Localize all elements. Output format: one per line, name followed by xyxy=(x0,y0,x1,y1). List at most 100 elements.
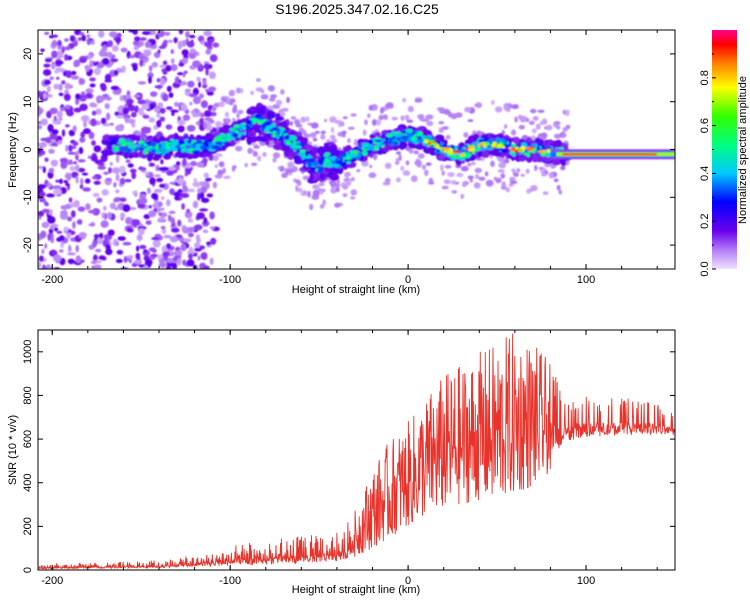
spectrogram-cell xyxy=(281,107,289,112)
spectrogram-cell xyxy=(420,118,429,122)
spectrogram-cell xyxy=(197,35,205,43)
spectrogram-cell xyxy=(96,197,103,203)
spectrogram-cell xyxy=(114,207,119,211)
spectrogram-cell xyxy=(77,167,86,173)
spectrogram-cell xyxy=(208,139,212,143)
spectrogram-cell xyxy=(130,111,137,118)
spectrogram-cell xyxy=(556,125,561,130)
spectrogram-cell xyxy=(565,109,570,117)
spectrogram-cell xyxy=(78,147,84,155)
spectrogram-cell xyxy=(103,96,112,101)
spectrogram-cell xyxy=(177,219,182,227)
spectrogram-cell xyxy=(64,46,71,51)
spectrogram-cell xyxy=(65,124,70,128)
spectrogram-cell xyxy=(143,214,151,220)
spectrogram-cell xyxy=(457,157,466,161)
spectrogram-cell xyxy=(294,179,301,184)
spectrogram-cell xyxy=(79,103,88,112)
spectrogram-cell xyxy=(89,60,94,69)
spectrogram-cell xyxy=(67,173,72,181)
snr-y-tick-label: 1000 xyxy=(22,340,34,364)
spectrogram-cell xyxy=(50,142,58,147)
spectrogram-cell xyxy=(332,163,340,168)
spectrogram-cell xyxy=(142,114,150,119)
spectrogram-cell xyxy=(40,230,47,239)
spectrogram-cell xyxy=(166,170,175,176)
spectrogram-cell xyxy=(39,191,46,197)
colorbar-tick-label: 0.4 xyxy=(699,166,711,181)
spectrogram-cell xyxy=(211,106,217,112)
spectrogram-cell xyxy=(138,228,145,236)
spectrogram-cell xyxy=(304,144,314,151)
spectrogram-cell xyxy=(53,254,62,263)
spectrogram-cell xyxy=(148,210,157,218)
spectrogram-cell xyxy=(330,144,338,152)
spectrogram-cell xyxy=(52,185,62,190)
spectrogram-cell xyxy=(509,149,516,152)
spectrogram-cell xyxy=(90,118,97,127)
spectrogram-cell xyxy=(307,190,311,198)
spectrogram-cell xyxy=(204,110,212,118)
spectrogram-cell xyxy=(196,212,205,220)
spectrogram-cell xyxy=(77,206,86,212)
spectrogram-cell xyxy=(144,148,150,151)
spectrogram-cell xyxy=(85,65,90,72)
spectrogram-cell xyxy=(523,152,528,156)
spectrogram-cell xyxy=(132,63,138,72)
spectrogram-cell xyxy=(451,190,458,194)
spectrogram-cell xyxy=(526,151,531,158)
snr-line xyxy=(38,333,675,570)
spectrogram-cell xyxy=(352,154,359,157)
spectrogram-cell xyxy=(281,172,288,178)
spectrogram-cell xyxy=(272,144,283,150)
spectrogram-cell xyxy=(373,146,380,151)
spectrogram-cell xyxy=(477,150,483,158)
spectrogram-cell xyxy=(208,86,217,92)
spectrogram-cell xyxy=(177,40,183,49)
spectrogram-cell xyxy=(184,211,193,219)
spectrogram-cell xyxy=(117,142,121,145)
spectrogram-cell xyxy=(374,139,382,143)
spectrogram-cell xyxy=(189,48,196,54)
spectrogram-cell xyxy=(310,166,316,172)
spectrogram-cell xyxy=(97,165,106,170)
spectrogram-cell xyxy=(277,166,281,170)
spectrogram-cell xyxy=(519,138,525,144)
spectrogram-cell xyxy=(49,76,54,81)
spectrogram-cell xyxy=(208,71,216,80)
spectrogram-cell xyxy=(42,166,46,174)
spectrogram-cell xyxy=(300,116,306,123)
spectrogram-cell xyxy=(183,238,192,243)
spectrogram-cell xyxy=(149,162,156,167)
spectrogram-cell xyxy=(38,255,44,262)
spectrogram-cell xyxy=(161,227,167,235)
spectrogram-cell xyxy=(508,146,512,150)
spectrogram-cell xyxy=(93,264,102,269)
spectrogram-cell xyxy=(138,55,147,60)
spectrogram-cell xyxy=(330,187,337,194)
spectrogram-cell xyxy=(159,77,166,86)
spectrogram-cell xyxy=(400,165,405,171)
spectrogram-cell xyxy=(416,126,425,132)
spectrogram-x-tick-label: 0 xyxy=(405,274,411,286)
spectrogram-cell xyxy=(529,108,537,114)
spectrogram-cell xyxy=(385,136,389,142)
spectrogram-cell xyxy=(100,220,109,228)
spectrogram-cell xyxy=(38,90,42,98)
spectrogram-cell xyxy=(307,158,315,163)
spectrogram-cell xyxy=(157,49,161,54)
spectrogram-cell xyxy=(192,200,199,209)
spectrogram-cell xyxy=(520,146,526,150)
spectrogram-cell xyxy=(438,121,445,125)
spectrogram-cell xyxy=(237,109,244,115)
spectrogram-y-tick-label: 10 xyxy=(22,96,34,108)
spectrogram-cell xyxy=(54,60,64,65)
spectrogram-cell xyxy=(46,85,51,93)
spectrogram-cell xyxy=(205,49,212,55)
spectrogram-cell xyxy=(350,196,356,200)
spectrogram-cell xyxy=(46,193,55,198)
spectrogram-cell xyxy=(542,191,549,195)
spectrogram-cell xyxy=(212,181,217,189)
spectrogram-cell xyxy=(209,54,218,62)
spectrogram-cell xyxy=(120,212,126,219)
